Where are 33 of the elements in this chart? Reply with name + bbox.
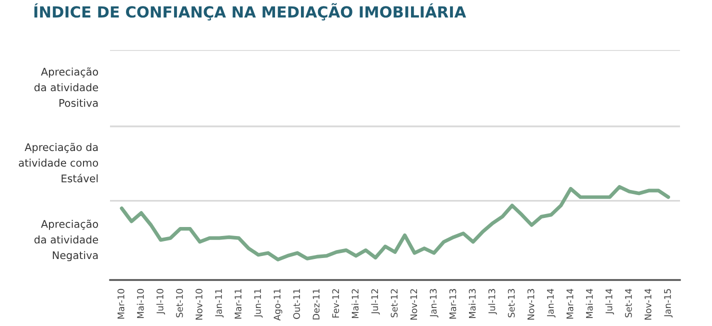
x-tick-label: Mai-10	[136, 288, 144, 318]
x-tick-label: Nov-13	[527, 289, 534, 320]
x-tick-label: Mar-11	[234, 289, 242, 319]
x-tick-label: Mai-12	[352, 289, 359, 318]
x-tick-label: Mai-14	[586, 288, 593, 318]
x-tick-label: Jul-10	[156, 288, 166, 314]
x-tick-label: Jul-14	[605, 288, 614, 314]
text: Apreciação da atividade Negativa	[34, 220, 98, 262]
x-tick-label: Set-12	[390, 289, 398, 318]
x-tick-label: Jan-15	[664, 289, 673, 318]
x-tick-label: Jan-13	[430, 289, 438, 318]
x-tick-label: Mai-13	[468, 289, 476, 318]
text: Apreciação da atividade como Estável	[18, 142, 98, 182]
x-tick-label: Jul-12	[371, 289, 380, 314]
x-tick-label: Jan-14	[547, 288, 556, 318]
x-tick-label: Mar-13	[449, 289, 456, 319]
x-tick-label: Mar-14	[566, 288, 574, 319]
x-tick-label: Out-11	[293, 289, 300, 319]
chart-title: ÍNDICE DE CONFIANÇA NA MEDIAÇÃO IMOBILIÁRIA	[34, 3, 466, 20]
x-tick-label: Mar-10	[118, 288, 124, 319]
x-tick-label: Dez-11	[312, 289, 320, 320]
x-tick-label: Fev-12	[332, 289, 340, 318]
x-tick-label: Set-10	[176, 288, 183, 318]
x-tick-label: Nov-14	[644, 288, 652, 320]
x-tick-label: Nov-12	[410, 289, 418, 320]
x-tick-label: Jul-13	[488, 289, 497, 314]
x-tick-label: Nov-10	[196, 288, 202, 320]
x-tick-label: Jan-11	[215, 289, 224, 318]
text: Apreciação da atividade Positiva	[34, 67, 98, 107]
x-tick-label: Jun-11	[254, 289, 263, 318]
x-tick-label: Set-13	[508, 289, 515, 318]
x-tick-label: Ago-11	[274, 289, 282, 321]
x-tick-label: Set-14	[625, 288, 632, 318]
